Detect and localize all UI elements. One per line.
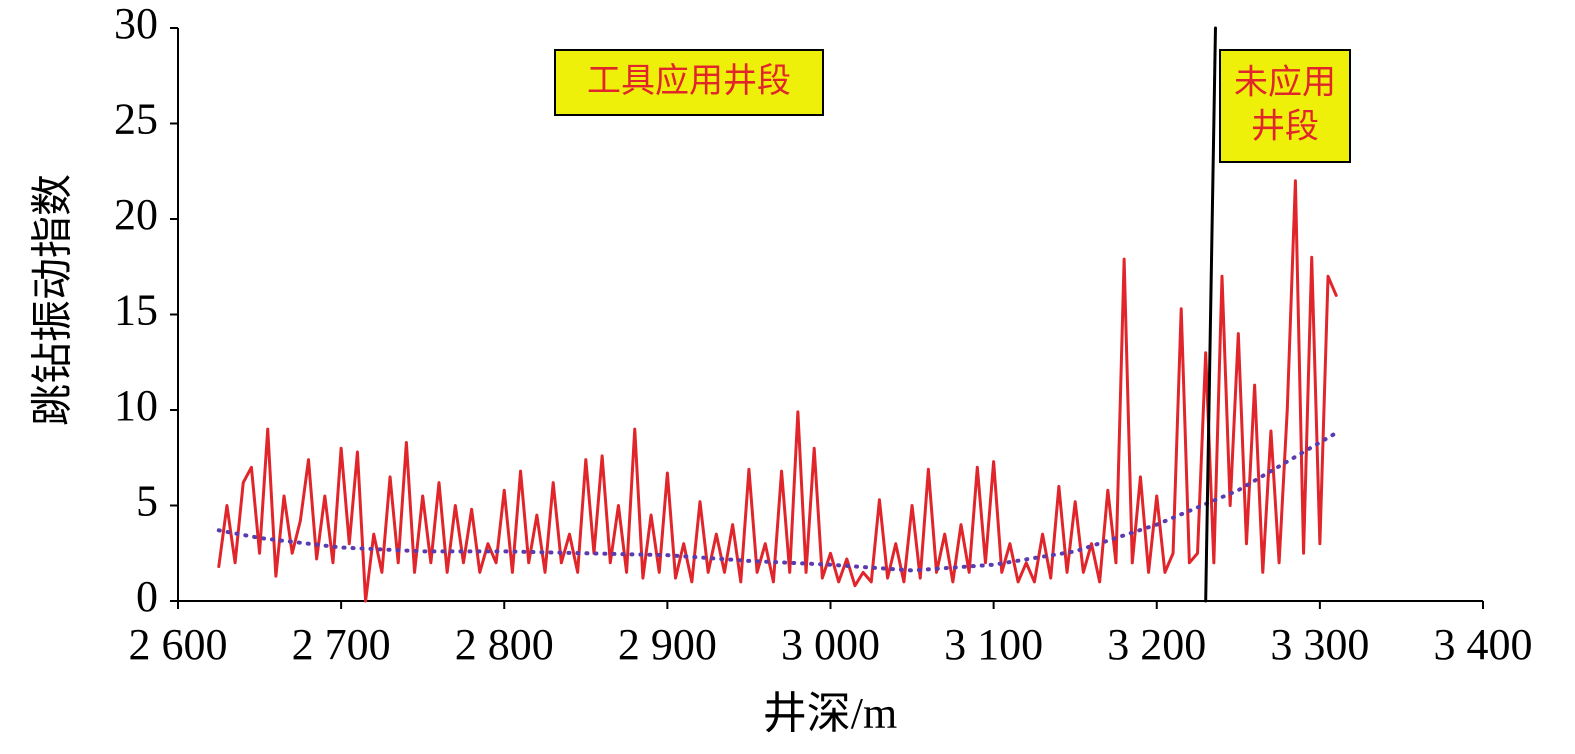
x-tick-label: 2 600 [129, 620, 228, 669]
x-tick-label: 3 400 [1434, 620, 1533, 669]
y-tick-label: 0 [136, 572, 158, 621]
x-axis-label: 井深/m [763, 689, 897, 738]
annotation-text: 工具应用井段 [587, 61, 791, 101]
y-tick-label: 25 [114, 95, 158, 144]
x-tick-label: 3 100 [944, 620, 1043, 669]
line-series [1204, 26, 1217, 603]
x-tick-label: 3 000 [781, 620, 880, 669]
annotation-text: 井段 [1251, 107, 1319, 147]
line-series [216, 430, 1339, 573]
x-tick-label: 2 800 [455, 620, 554, 669]
annotation-box [554, 49, 824, 116]
annotation-box [1219, 49, 1351, 163]
x-tick-label: 3 300 [1270, 620, 1369, 669]
x-tick-label: 2 700 [292, 620, 391, 669]
y-tick-label: 20 [114, 190, 158, 239]
y-tick-label: 10 [114, 381, 158, 430]
y-tick-label: 5 [136, 477, 158, 526]
x-tick-label: 3 200 [1107, 620, 1206, 669]
y-tick-label: 15 [114, 286, 158, 335]
annotation-text: 未应用 [1234, 63, 1336, 103]
x-tick-label: 2 900 [618, 620, 717, 669]
y-tick-label: 30 [114, 0, 158, 48]
y-axis-label: 跳钻振动指数 [28, 174, 77, 426]
line-series [217, 179, 1338, 603]
